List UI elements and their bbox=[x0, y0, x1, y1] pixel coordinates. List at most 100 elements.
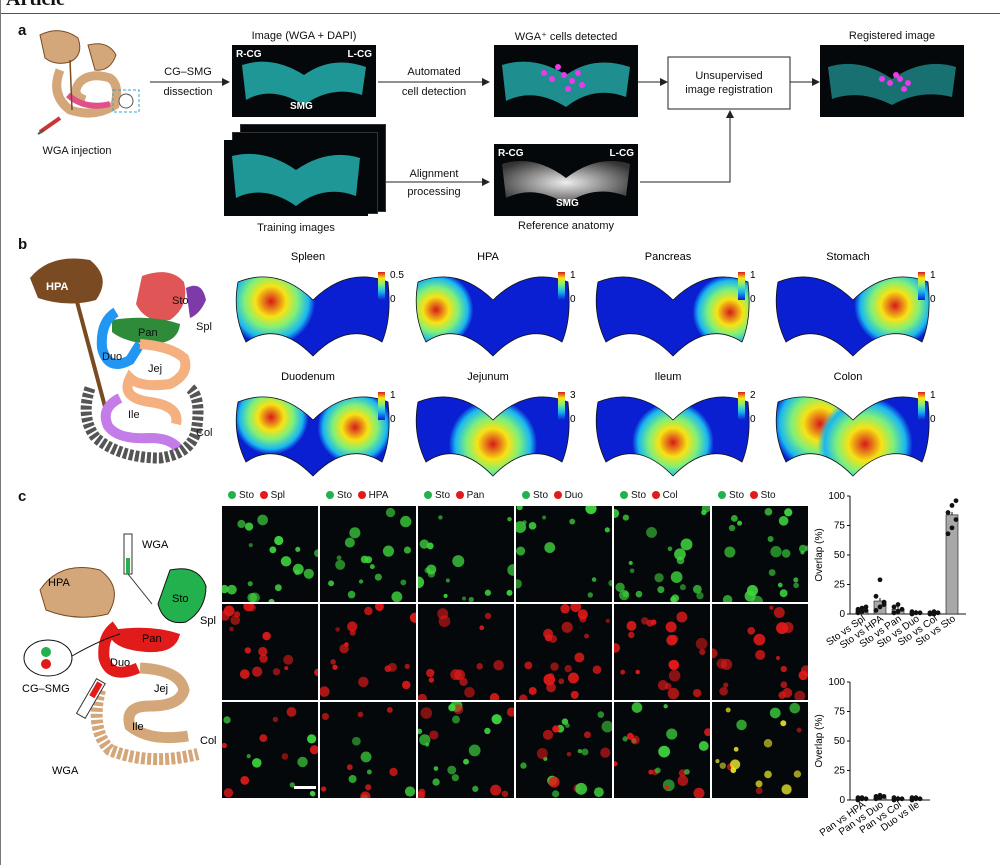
heatmap-stomach: Stomach 1 0 bbox=[775, 251, 936, 357]
legend-red: Duo bbox=[564, 490, 583, 501]
panel-a-letter: a bbox=[18, 22, 27, 39]
micrograph-green bbox=[320, 506, 416, 603]
legend-red: HPA bbox=[368, 490, 389, 501]
colorbar-min: 0 bbox=[750, 414, 756, 425]
gut-diagram-c: WGA HPA Sto Spl Pan Duo Jej Ile Col CG–S… bbox=[22, 533, 217, 777]
gut-c-wga-top: WGA bbox=[142, 539, 169, 551]
micrograph-red bbox=[219, 600, 322, 700]
gut-c-sto: Sto bbox=[172, 593, 189, 605]
data-point bbox=[891, 604, 897, 610]
gut-c-wga-bottom: WGA bbox=[52, 765, 79, 777]
gut-b-ile: Ile bbox=[128, 409, 140, 421]
gut-b-duo: Duo bbox=[102, 351, 122, 363]
legend-green: Sto bbox=[631, 490, 647, 501]
heatmap-jejunum: Jejunum 3 0 bbox=[415, 371, 576, 477]
data-point bbox=[873, 608, 879, 613]
heatmap-grid: Spleen0.50HPA10Pancreas10Stomach10Duoden… bbox=[235, 251, 936, 477]
reference-image: R-CG L-CG SMG bbox=[494, 144, 638, 216]
red-dot-icon bbox=[651, 491, 660, 500]
ref-lcg-label: L-CG bbox=[609, 148, 634, 159]
heatmap-hotspot bbox=[854, 276, 930, 347]
gut-illustration-a bbox=[37, 30, 140, 135]
micrograph-merge bbox=[320, 702, 416, 802]
micrograph-grid: Sto Spl Sto HPA Sto Pan Sto Duo Sto Col Sto S… bbox=[219, 488, 812, 804]
y-tick-label: 50 bbox=[834, 736, 846, 747]
micrograph-merge bbox=[712, 702, 808, 798]
heatmap-hotspot bbox=[416, 276, 474, 348]
colorbar bbox=[378, 392, 385, 420]
data-point bbox=[917, 796, 923, 802]
data-point bbox=[895, 609, 901, 615]
micrograph-green bbox=[712, 506, 811, 608]
colorbar-min: 0 bbox=[930, 414, 936, 425]
micrograph-legend: Sto Duo bbox=[522, 490, 583, 501]
heatmap-hotspot bbox=[236, 276, 316, 346]
micrograph-red bbox=[707, 604, 812, 702]
green-dot-icon bbox=[228, 491, 236, 500]
heatmap-title: Colon bbox=[834, 371, 863, 383]
data-point bbox=[899, 606, 905, 612]
micrograph-green bbox=[512, 502, 615, 602]
data-point bbox=[881, 602, 887, 607]
data-point bbox=[873, 593, 879, 599]
legend-red: Col bbox=[662, 490, 678, 501]
data-point bbox=[917, 610, 923, 616]
data-point bbox=[859, 609, 865, 615]
colorbar bbox=[738, 392, 745, 420]
legend-green: Sto bbox=[729, 490, 745, 501]
heatmap-hotspot bbox=[236, 396, 309, 455]
registered-image bbox=[820, 45, 964, 117]
colorbar bbox=[378, 272, 385, 300]
data-point bbox=[859, 605, 865, 611]
data-point bbox=[863, 604, 869, 610]
micrograph-red bbox=[417, 604, 514, 704]
automated-label-1: Automated bbox=[407, 66, 461, 78]
automated-label-2: cell detection bbox=[401, 86, 467, 98]
data-point bbox=[863, 608, 869, 613]
data-point bbox=[863, 796, 869, 802]
data-point bbox=[931, 609, 937, 615]
dissection-label-2: dissection bbox=[163, 86, 213, 98]
ref-smg-label: SMG bbox=[556, 198, 579, 209]
unsupervised-label-1: Unsupervised bbox=[695, 70, 763, 82]
y-tick-label: 0 bbox=[839, 795, 845, 806]
gut-b-sto: Sto bbox=[172, 295, 189, 307]
gut-b-pan: Pan bbox=[138, 327, 158, 339]
micrograph-merge bbox=[516, 702, 614, 798]
y-tick-label: 25 bbox=[834, 766, 846, 777]
gut-c-ile: Ile bbox=[132, 721, 144, 733]
rcg-label: R-CG bbox=[236, 49, 262, 60]
gut-b-spl: Spl bbox=[196, 321, 212, 333]
y-tick-label: 75 bbox=[834, 521, 846, 532]
colorbar-max: 1 bbox=[570, 270, 576, 281]
micrograph-legend: Sto HPA bbox=[326, 490, 388, 501]
gut-b-jej: Jej bbox=[148, 363, 162, 375]
injection-label: WGA injection bbox=[42, 145, 112, 157]
dissection-label-1: CG–SMG bbox=[164, 66, 212, 78]
data-point bbox=[913, 610, 919, 616]
scale-bar bbox=[294, 786, 316, 789]
gut-diagram-b: HPA Sto Spl Pan Duo Jej Ile Col bbox=[30, 258, 213, 464]
data-point bbox=[891, 610, 897, 616]
colorbar bbox=[738, 272, 745, 300]
red-dot-icon bbox=[749, 491, 758, 500]
green-dot-icon bbox=[424, 491, 432, 500]
colorbar bbox=[558, 272, 565, 300]
data-point bbox=[895, 602, 901, 607]
micrograph-green bbox=[220, 506, 322, 606]
heatmap-spleen: Spleen 0.5 0 bbox=[235, 251, 404, 357]
training-label: Training images bbox=[257, 222, 335, 234]
data-point bbox=[945, 531, 951, 537]
y-tick-label: 25 bbox=[834, 580, 846, 591]
training-image-front bbox=[224, 140, 368, 216]
data-point bbox=[881, 794, 887, 799]
colorbar-min: 0 bbox=[750, 294, 756, 305]
heatmap-ileum: Ileum 2 0 bbox=[595, 371, 756, 477]
gut-c-cgsmg: CG–SMG bbox=[22, 683, 70, 695]
colorbar-max: 1 bbox=[390, 390, 396, 401]
data-point bbox=[935, 610, 941, 616]
data-point bbox=[859, 795, 865, 801]
heatmap-hotspot bbox=[632, 401, 714, 476]
ref-rcg-label: R-CG bbox=[498, 148, 524, 159]
